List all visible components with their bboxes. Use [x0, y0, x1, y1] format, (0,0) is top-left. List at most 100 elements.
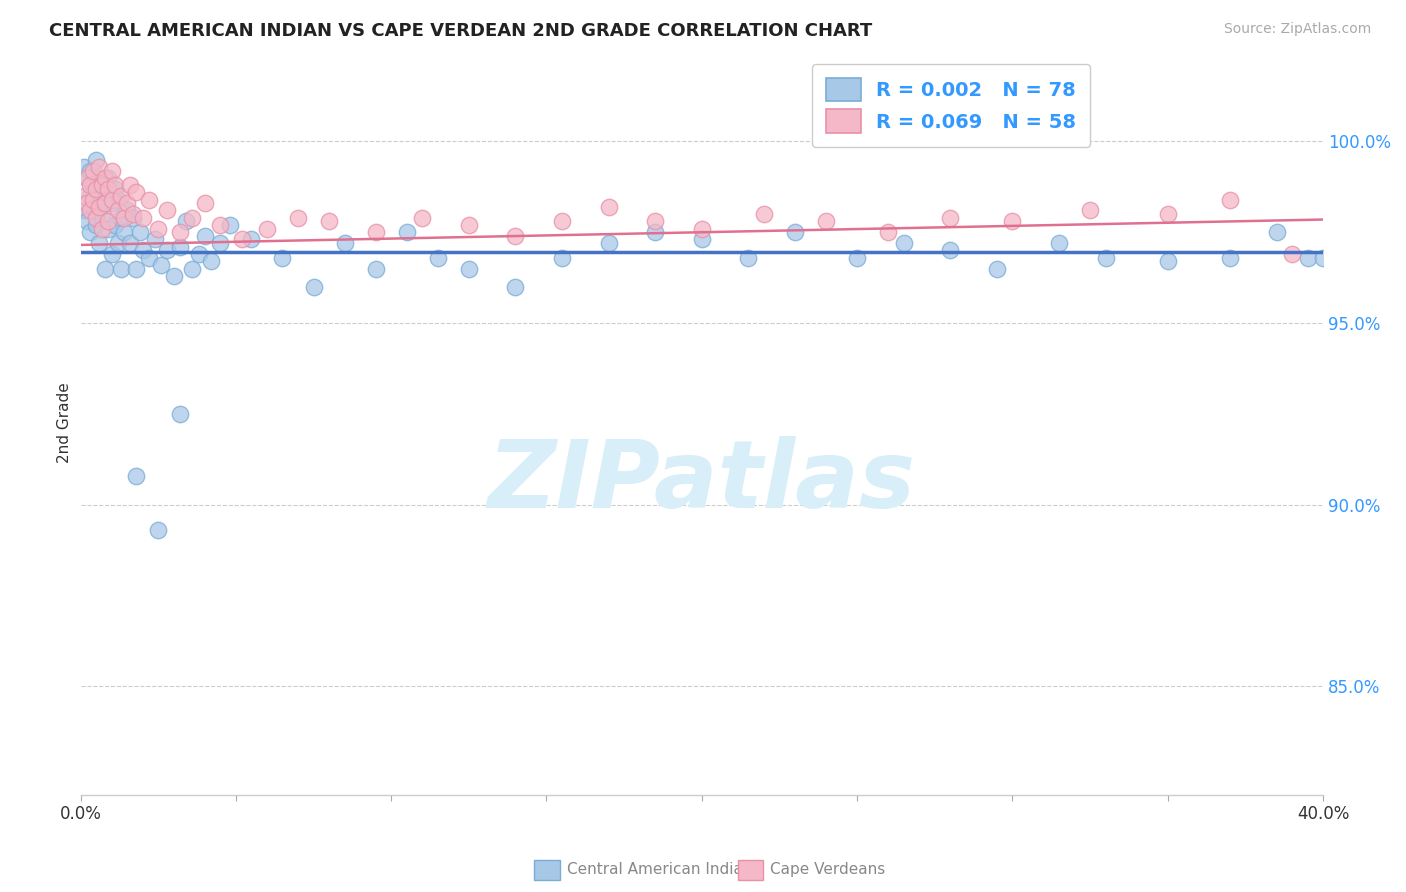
Point [218, 218, 240, 232]
Point [76, 196, 98, 211]
Point [240, 232, 263, 246]
Text: ZIPatlas: ZIPatlas [488, 436, 915, 528]
Point [104, 178, 127, 192]
Point [395, 225, 418, 239]
Point [107, 193, 129, 207]
Point [122, 207, 145, 221]
Point [551, 214, 574, 228]
Point [97, 182, 120, 196]
Point [1312, 251, 1334, 265]
Point [76, 170, 98, 185]
Point [752, 207, 775, 221]
Point [94, 193, 117, 207]
Point [89, 200, 111, 214]
Point [84, 218, 107, 232]
Point [200, 254, 222, 268]
Point [150, 258, 173, 272]
Point [1219, 193, 1241, 207]
Point [231, 232, 253, 246]
Point [194, 228, 217, 243]
Point [91, 211, 114, 225]
Point [1265, 225, 1288, 239]
Point [148, 221, 170, 235]
Point [986, 261, 1008, 276]
Point [100, 247, 122, 261]
Point [1078, 203, 1101, 218]
Point [100, 193, 122, 207]
Point [89, 160, 111, 174]
Point [104, 218, 127, 232]
Point [131, 244, 153, 258]
Point [112, 211, 135, 225]
Point [737, 251, 759, 265]
Point [76, 214, 98, 228]
Point [84, 182, 107, 196]
Point [156, 244, 179, 258]
Text: Cape Verdeans: Cape Verdeans [770, 863, 886, 877]
Point [110, 261, 132, 276]
Point [598, 236, 620, 251]
Point [125, 468, 148, 483]
Point [82, 163, 104, 178]
Point [110, 189, 132, 203]
Point [125, 186, 148, 200]
Point [551, 251, 574, 265]
Point [91, 221, 114, 235]
Point [644, 214, 666, 228]
Point [148, 523, 170, 537]
Point [1157, 254, 1180, 268]
Point [169, 225, 191, 239]
Point [318, 214, 340, 228]
Point [84, 153, 107, 167]
Point [287, 211, 309, 225]
Point [100, 163, 122, 178]
Point [138, 193, 160, 207]
Point [72, 189, 94, 203]
Point [877, 225, 900, 239]
Point [174, 214, 197, 228]
Point [426, 251, 449, 265]
Point [82, 193, 104, 207]
Point [112, 225, 135, 239]
Point [644, 225, 666, 239]
Point [138, 251, 160, 265]
Point [91, 178, 114, 192]
Point [97, 214, 120, 228]
Point [97, 221, 120, 235]
Point [97, 170, 120, 185]
Point [1219, 251, 1241, 265]
Point [115, 196, 138, 211]
Point [690, 221, 713, 235]
Point [194, 196, 217, 211]
Point [815, 214, 838, 228]
Point [72, 160, 94, 174]
Point [1094, 251, 1116, 265]
Point [143, 232, 166, 246]
Point [82, 200, 104, 214]
Point [91, 178, 114, 192]
Point [104, 182, 127, 196]
Point [783, 225, 806, 239]
Point [76, 170, 98, 185]
Point [939, 211, 962, 225]
Point [209, 218, 232, 232]
Text: CENTRAL AMERICAN INDIAN VS CAPE VERDEAN 2ND GRADE CORRELATION CHART: CENTRAL AMERICAN INDIAN VS CAPE VERDEAN … [49, 22, 873, 40]
Legend: R = 0.002   N = 78, R = 0.069   N = 58: R = 0.002 N = 78, R = 0.069 N = 58 [813, 64, 1090, 146]
Point [364, 225, 387, 239]
Point [939, 244, 962, 258]
Point [79, 203, 101, 218]
Point [94, 170, 117, 185]
Point [79, 178, 101, 192]
Point [169, 240, 191, 254]
Point [94, 196, 117, 211]
Point [364, 261, 387, 276]
Point [457, 261, 479, 276]
Point [128, 225, 150, 239]
Point [505, 279, 527, 293]
Point [122, 211, 145, 225]
Point [107, 236, 129, 251]
Point [1157, 207, 1180, 221]
Point [84, 170, 107, 185]
Point [187, 247, 209, 261]
Point [125, 261, 148, 276]
